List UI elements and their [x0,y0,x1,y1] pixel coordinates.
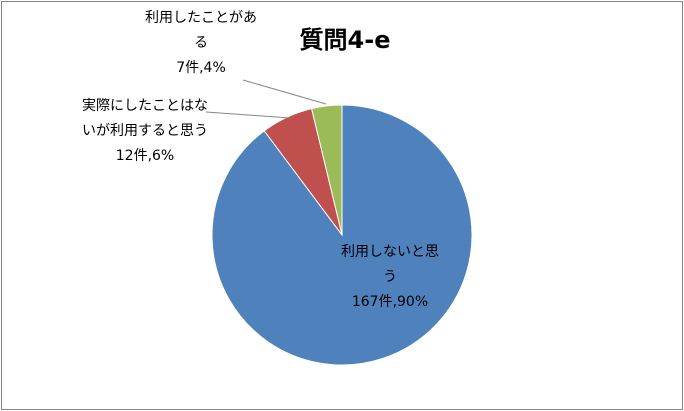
leader-line [205,111,291,119]
chart-title: 質問4-e [299,26,391,54]
data-label: 利用したことがある 7件,4% [145,6,257,81]
label-value: 7件,4% [176,60,226,76]
data-label: 実際にしたことはないが利用すると思う 12件,6% [80,94,210,169]
pie-slice [211,104,473,366]
label-name: 実際にしたことはないが利用すると思う [82,98,208,139]
label-name: 利用しないと思う [341,244,439,285]
leader-line [242,79,327,105]
label-value: 12件,6% [115,148,175,164]
data-label: 利用しないと思う 167件,90% [335,240,445,315]
label-name: 利用したことがある [145,10,257,51]
label-value: 167件,90% [351,294,429,310]
